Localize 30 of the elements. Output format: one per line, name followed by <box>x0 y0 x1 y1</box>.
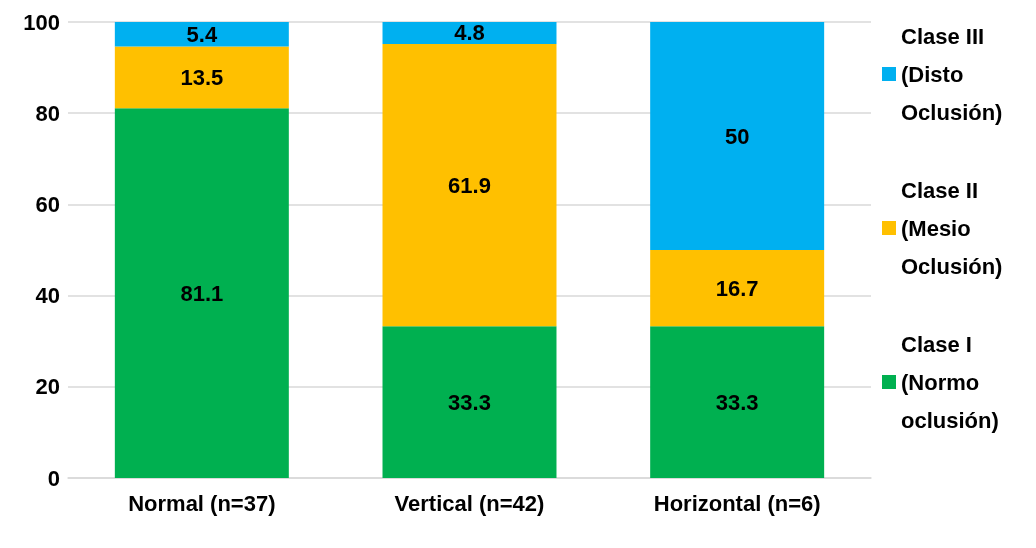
data-label: 4.8 <box>454 20 485 46</box>
data-label: 61.9 <box>448 172 491 198</box>
x-tick-label: Horizontal (n=6) <box>653 490 821 516</box>
data-label: 16.7 <box>715 275 759 301</box>
data-label: 50 <box>724 123 750 149</box>
y-tick-label: 20 <box>35 374 60 400</box>
bar <box>650 22 825 250</box>
data-label: 33.3 <box>448 389 491 415</box>
bar <box>382 43 557 327</box>
y-tick-label: 80 <box>35 100 60 126</box>
bar <box>114 108 289 478</box>
y-tick-label: 60 <box>35 191 60 217</box>
bar <box>650 326 825 478</box>
data-label: 5.4 <box>186 21 218 47</box>
bar <box>382 326 557 478</box>
y-tick-label: 40 <box>35 283 60 309</box>
bar <box>650 250 825 327</box>
data-label: 33.3 <box>715 389 759 415</box>
legend-label: Clase I (Normo oclusión) <box>901 331 999 433</box>
bar <box>114 46 289 109</box>
data-label: 81.1 <box>180 280 224 306</box>
x-tick-label: Normal (n=37) <box>128 490 276 516</box>
data-label: 13.5 <box>180 64 224 90</box>
bar <box>382 22 557 44</box>
legend-label: Clase III (Disto Oclusión) <box>901 23 1003 125</box>
y-tick-label: 100 <box>23 9 60 35</box>
bar <box>114 22 289 47</box>
legend-label: Clase II (Mesio Oclusión) <box>901 177 1003 279</box>
x-tick-label: Vertical (n=42) <box>394 490 545 516</box>
y-tick-label: 0 <box>47 465 60 491</box>
